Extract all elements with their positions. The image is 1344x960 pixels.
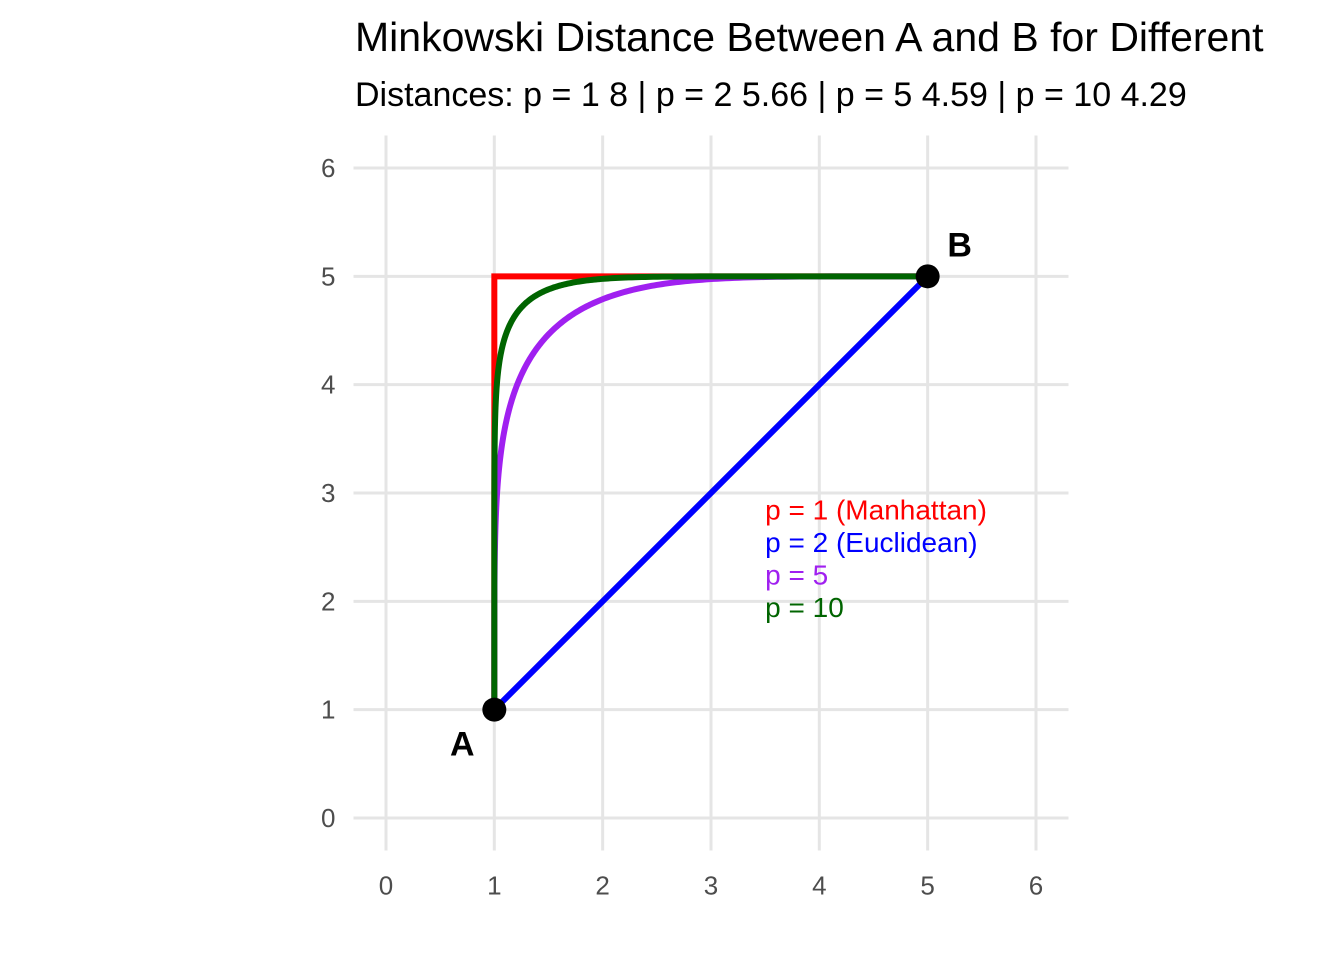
x-tick-label: 2 <box>595 870 609 900</box>
point-label-b: B <box>947 226 972 264</box>
legend-label-p2: p = 2 (Euclidean) <box>765 527 977 558</box>
series-annotation: p = 1 (Manhattan)p = 2 (Euclidean)p = 5p… <box>765 495 987 624</box>
y-tick-label: 0 <box>321 803 335 833</box>
point-label-a: A <box>450 726 475 764</box>
point-b <box>915 264 940 289</box>
data-points: AB <box>450 226 972 763</box>
series-line-p10 <box>491 273 928 710</box>
y-tick-label: 4 <box>321 370 335 400</box>
x-tick-label: 6 <box>1029 870 1043 900</box>
x-tick-label: 5 <box>920 870 934 900</box>
axis-ticks: 0 1 2 3 4 5 6 0 1 2 3 4 5 6 <box>321 153 1043 900</box>
y-tick-label: 6 <box>321 153 335 183</box>
chart-title: Minkowski Distance Between A and B for D… <box>355 14 1264 60</box>
x-tick-label: 0 <box>379 870 393 900</box>
y-tick-label: 1 <box>321 695 335 725</box>
legend-label-p10: p = 10 <box>765 592 844 623</box>
x-tick-label: 1 <box>487 870 501 900</box>
chart-subtitle: Distances: p = 1 8 | p = 2 5.66 | p = 5 … <box>355 76 1187 114</box>
x-tick-label: 3 <box>704 870 718 900</box>
x-tick-label: 4 <box>812 870 826 900</box>
y-tick-label: 2 <box>321 586 335 616</box>
series-line-p5 <box>491 273 928 710</box>
y-tick-label: 3 <box>321 478 335 508</box>
y-tick-label: 5 <box>321 261 335 291</box>
legend-label-p5: p = 5 <box>765 560 828 591</box>
point-a <box>482 697 507 722</box>
series-lines <box>491 273 930 712</box>
legend-label-p1: p = 1 (Manhattan) <box>765 495 987 526</box>
series-line-p2 <box>492 274 930 712</box>
